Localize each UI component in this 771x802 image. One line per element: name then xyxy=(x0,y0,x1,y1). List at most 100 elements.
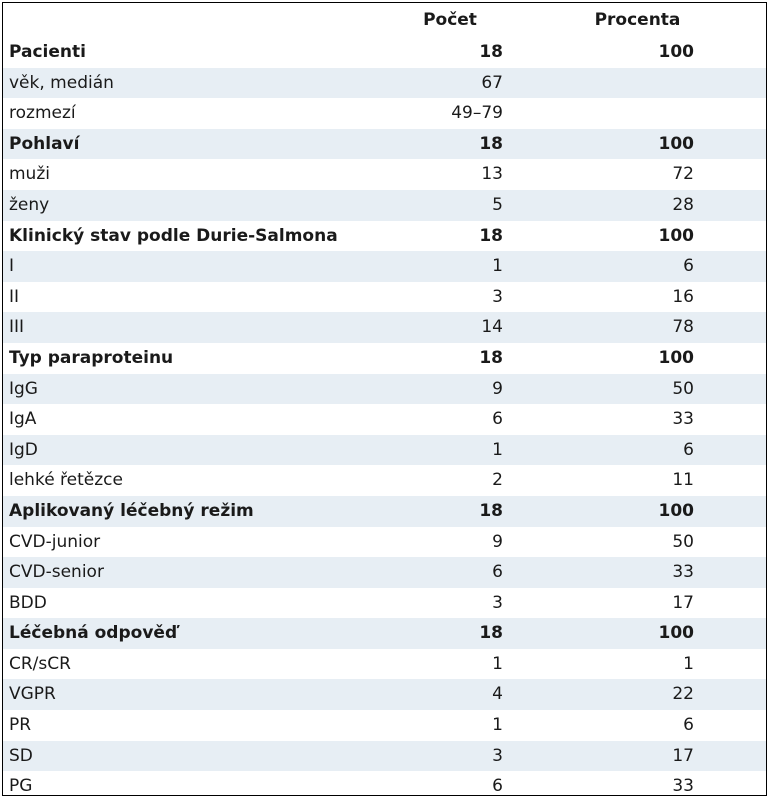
row-percent: 6 xyxy=(683,715,694,736)
row-percent: 33 xyxy=(509,557,766,588)
row-count: 9 xyxy=(492,531,503,552)
row-count: 18 xyxy=(479,347,503,368)
row-count: 14 xyxy=(391,312,509,343)
row-count: 5 xyxy=(391,189,509,221)
row-label: IgA xyxy=(9,409,37,430)
table-row: SD 3 17 xyxy=(3,740,766,772)
header-label xyxy=(3,3,391,37)
row-count: 3 xyxy=(492,286,503,307)
table-row: Pacienti 18 100 xyxy=(3,37,766,68)
row-count: 49–79 xyxy=(451,103,503,124)
row-count: 1 xyxy=(391,434,509,466)
row-label: lehké řetězce xyxy=(9,470,123,491)
row-label: PR xyxy=(9,715,32,736)
row-percent: 28 xyxy=(509,189,766,221)
row-percent xyxy=(509,67,766,99)
row-label: muži xyxy=(9,164,50,185)
row-label: IgD xyxy=(3,434,391,466)
row-count: 9 xyxy=(391,373,509,405)
row-count: 3 xyxy=(492,592,503,613)
row-label: Léčebná odpověď xyxy=(3,618,391,649)
row-count: 18 xyxy=(391,128,509,160)
table-row: IgD 1 6 xyxy=(3,434,766,466)
row-percent: 16 xyxy=(672,286,694,307)
table-row: IgA 6 33 xyxy=(3,404,766,435)
row-percent: 1 xyxy=(683,653,694,674)
row-percent: 6 xyxy=(509,434,766,466)
row-percent: 100 xyxy=(509,128,766,160)
table-row: CR/sCR 1 1 xyxy=(3,649,766,680)
row-label: ženy xyxy=(3,189,391,221)
row-label: věk, medián xyxy=(3,67,391,99)
row-label: I xyxy=(3,251,391,282)
table-row: lehké řetězce 2 11 xyxy=(3,465,766,496)
row-percent: 6 xyxy=(509,251,766,282)
table-body: Pacienti 18 100 věk, medián 67 rozmezí 49–79 Po… xyxy=(3,37,766,802)
row-count: 13 xyxy=(481,164,503,185)
row-percent: 50 xyxy=(509,373,766,405)
row-percent: 100 xyxy=(509,618,766,649)
row-percent: 33 xyxy=(672,409,694,430)
row-count: 1 xyxy=(492,715,503,736)
row-label: Typ paraproteinu xyxy=(9,347,174,368)
row-percent: 100 xyxy=(658,42,695,62)
row-count: 18 xyxy=(391,618,509,649)
row-count: 6 xyxy=(492,409,503,430)
row-label: BDD xyxy=(9,592,47,613)
table-row: muži 13 72 xyxy=(3,159,766,190)
row-label: SD xyxy=(3,740,391,772)
row-percent: 78 xyxy=(509,312,766,343)
row-count: 4 xyxy=(391,679,509,711)
row-percent: 22 xyxy=(509,679,766,711)
row-percent: 17 xyxy=(509,740,766,772)
row-count: 2 xyxy=(492,470,503,491)
row-percent: 17 xyxy=(672,592,694,613)
row-percent: 33 xyxy=(672,776,694,797)
row-percent: 50 xyxy=(672,531,694,552)
row-label: Pohlaví xyxy=(3,128,391,160)
row-percent: 72 xyxy=(672,164,694,185)
header-percent: Procenta xyxy=(594,10,681,30)
table-row: PG 6 33 xyxy=(3,771,766,802)
row-label: rozmezí xyxy=(9,103,76,124)
table-row: Klinický stav podle Durie-Salmona 18 100 xyxy=(3,221,766,252)
table-row: VGPR 4 22 xyxy=(3,679,766,711)
row-label: III xyxy=(3,312,391,343)
table-row: CVD-junior 9 50 xyxy=(3,527,766,558)
row-count: 18 xyxy=(391,495,509,527)
row-label: Pacienti xyxy=(9,42,86,62)
table-row: Pohlaví 18 100 xyxy=(3,128,766,160)
row-label: CR/sCR xyxy=(9,653,71,674)
row-label: CVD-senior xyxy=(3,557,391,588)
row-percent: 11 xyxy=(672,470,694,491)
table-row: BDD 3 17 xyxy=(3,588,766,619)
row-count: 3 xyxy=(391,740,509,772)
data-table: Počet Procenta Pacienti 18 100 věk, medián 6… xyxy=(3,3,766,802)
row-label: IgG xyxy=(3,373,391,405)
row-label: PG xyxy=(9,776,33,797)
row-percent xyxy=(509,98,766,129)
table-row: PR 1 6 xyxy=(3,710,766,741)
row-label: Aplikovaný léčebný režim xyxy=(3,495,391,527)
row-count: 18 xyxy=(479,225,503,246)
row-count: 1 xyxy=(391,251,509,282)
header-count: Počet xyxy=(423,10,477,30)
table-row: Léčebná odpověď 18 100 xyxy=(3,618,766,649)
row-count: 1 xyxy=(492,653,503,674)
table-row: CVD-senior 6 33 xyxy=(3,557,766,588)
row-percent: 100 xyxy=(658,225,695,246)
header-row: Počet Procenta xyxy=(3,3,766,37)
row-label: VGPR xyxy=(3,679,391,711)
row-percent: 100 xyxy=(509,495,766,527)
row-count: 18 xyxy=(479,42,503,62)
row-count: 6 xyxy=(391,557,509,588)
row-count: 67 xyxy=(391,67,509,99)
table-row: IgG 9 50 xyxy=(3,373,766,405)
row-label: II xyxy=(9,286,20,307)
row-count: 6 xyxy=(492,776,503,797)
table-row: III 14 78 xyxy=(3,312,766,343)
table-row: Typ paraproteinu 18 100 xyxy=(3,343,766,374)
row-label: Klinický stav podle Durie-Salmona xyxy=(9,225,338,246)
